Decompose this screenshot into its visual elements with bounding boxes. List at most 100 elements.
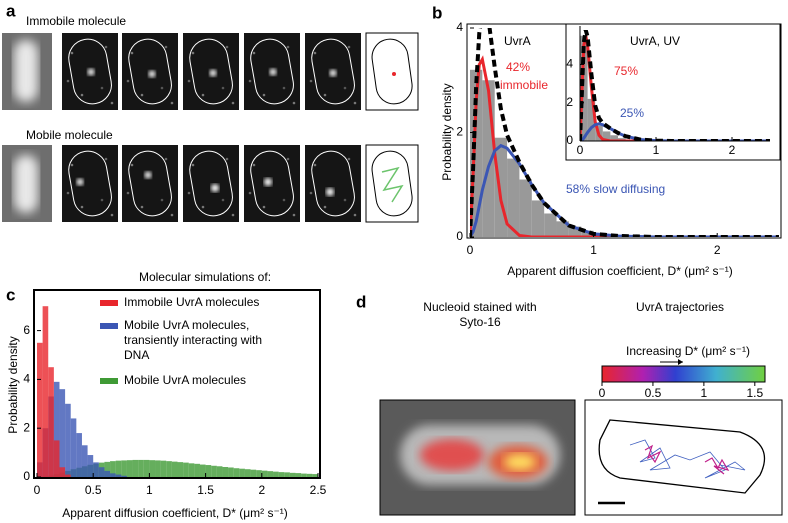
histogram-bar <box>295 473 302 477</box>
annotation: UvrA <box>504 34 531 48</box>
histogram-bar <box>222 466 229 477</box>
histogram-bar <box>507 158 520 237</box>
legend-entry: Mobile UvrA molecules <box>124 373 247 387</box>
histogram-bar <box>602 131 611 141</box>
trajectory-sketch <box>365 32 419 223</box>
histogram-bar <box>312 474 318 477</box>
histogram-bar <box>580 35 588 141</box>
arrow <box>660 359 683 365</box>
histogram-bar <box>610 135 618 141</box>
histogram-bar <box>138 459 144 477</box>
histogram-bar <box>53 381 60 477</box>
histogram-bar <box>166 461 172 477</box>
histogram-bar <box>581 230 594 237</box>
histogram-bar <box>155 460 161 477</box>
colorbar-tick-label: 0 <box>599 386 606 400</box>
y-tick-label: 2 <box>456 125 463 139</box>
row-title: Mobile molecule <box>26 128 113 142</box>
x-tick-label: 1 <box>590 243 597 257</box>
title-box: Nucleoid stained with Syto-16 <box>423 300 536 329</box>
histogram-bar <box>177 462 184 477</box>
panel-label: a <box>6 1 16 20</box>
histogram-bar <box>93 462 99 477</box>
colorbar <box>601 365 766 383</box>
histogram-bar <box>261 470 268 477</box>
histogram-bar <box>126 460 133 477</box>
histogram-bar <box>250 469 257 477</box>
legend-entry: Mobile UvrA molecules, transiently inter… <box>124 318 263 362</box>
colorbar-label: Increasing D* (μm² s⁻¹) <box>626 344 750 358</box>
histogram-bar <box>306 473 313 477</box>
histogram-bar <box>81 445 88 477</box>
histogram-bar <box>556 221 569 237</box>
histogram-bar <box>132 459 139 477</box>
annotation: 42% <box>506 60 530 74</box>
histogram-bar <box>42 306 49 477</box>
colorbar-tick-label: 1.5 <box>746 386 763 400</box>
histogram-bar <box>70 418 77 477</box>
histogram-bar <box>65 474 71 477</box>
y-axis-label: Probability density <box>440 83 454 180</box>
histogram-bar <box>228 467 234 477</box>
x-tick-label: 0 <box>34 483 41 497</box>
main-histogram: 0 2 4 0 1 2 Apparent diffusion coefficient, D*… <box>440 20 782 278</box>
histogram-bar <box>121 475 127 477</box>
histogram-bar <box>267 471 274 477</box>
density-curve <box>580 30 770 141</box>
y-axis-label: Probability density <box>6 336 20 433</box>
image-title: UvrA trajectories <box>635 300 725 314</box>
histogram-bar <box>211 465 217 477</box>
histogram-bar <box>301 473 307 477</box>
histogram-bar <box>531 200 545 237</box>
x-tick-label: 0 <box>467 243 474 257</box>
x-axis-label: Apparent diffusion coefficient, D* (μm² … <box>507 264 733 278</box>
x-tick-label: 2 <box>258 483 265 497</box>
cell-image <box>2 33 52 222</box>
histogram-bar <box>216 466 223 477</box>
histogram-bar <box>149 460 156 477</box>
plot-area <box>580 30 770 141</box>
y-tick-label: 2 <box>23 420 30 434</box>
trajectory-image <box>584 399 783 516</box>
histogram-bar <box>171 461 178 477</box>
x-tick-label: 0 <box>577 143 584 157</box>
histogram-bar <box>110 461 116 477</box>
x-axis-label: Apparent diffusion coefficient, D* (μm² … <box>62 506 288 520</box>
histogram-bar <box>104 470 111 477</box>
row-title: Immobile molecule <box>26 14 126 28</box>
plot-area <box>37 306 318 477</box>
legend-box: Mobile UvrA molecules <box>124 373 247 387</box>
y-tick-label: 0 <box>456 229 463 243</box>
legend-entry: Immobile UvrA molecules <box>124 295 260 309</box>
histogram-bar <box>544 213 557 237</box>
histogram-bar <box>65 403 71 477</box>
histogram-bar <box>98 467 105 477</box>
y-tick-label: 0 <box>566 133 573 147</box>
histogram-bar <box>76 433 82 477</box>
histogram-bar <box>278 472 285 477</box>
annotation: 75% <box>614 64 638 78</box>
legend-swatch <box>100 323 118 329</box>
histogram-bar <box>289 472 296 477</box>
simulation-histogram: 0 2 4 6 0 0.5 1 1.5 2 2.5 Apparent diffusion coeff… <box>6 270 326 520</box>
y-tick-label: 4 <box>23 372 30 386</box>
histogram-bar <box>48 367 54 477</box>
density-curve <box>470 28 779 237</box>
histogram-bar <box>205 465 212 477</box>
histogram-bar <box>104 461 111 477</box>
y-tick-label: 2 <box>566 95 573 109</box>
x-tick-label: 1 <box>653 143 660 157</box>
histogram-bar <box>53 440 60 477</box>
histogram-bar <box>199 464 206 477</box>
annotation: immobile <box>500 78 548 92</box>
histogram-bar <box>244 469 251 477</box>
x-tick-label: 1.5 <box>197 483 214 497</box>
histogram-bar <box>233 468 240 477</box>
panel-label: d <box>356 292 366 311</box>
histogram-bar <box>143 459 150 477</box>
histogram-bar <box>87 455 94 477</box>
histogram-bar <box>115 474 122 477</box>
histogram-bar <box>37 342 43 477</box>
annotation: UvrA, UV <box>630 34 680 48</box>
